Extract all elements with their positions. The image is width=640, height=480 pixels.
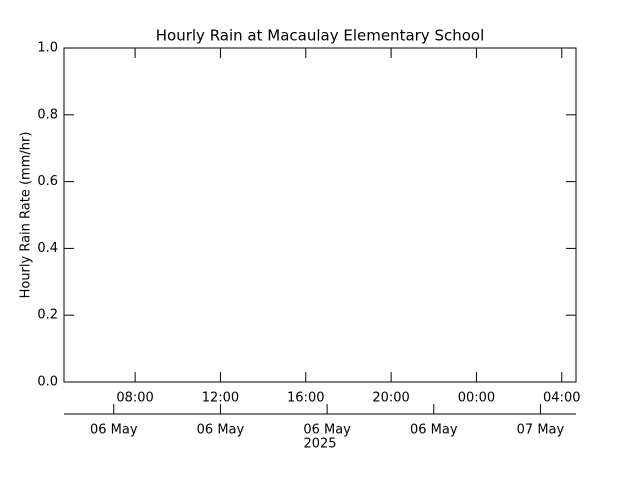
y-tick-label: 0.6 — [37, 174, 58, 189]
y-tick-label: 1.0 — [37, 41, 58, 56]
y-tick-label: 0.2 — [37, 308, 58, 323]
year-label: 2025 — [303, 437, 336, 452]
y-axis-label: Hourly Rain Rate (mm/hr) — [19, 132, 34, 299]
x-tick-label: 08:00 — [116, 391, 153, 406]
x-tick-label: 12:00 — [202, 391, 239, 406]
x-tick-label: 04:00 — [543, 391, 580, 406]
x-tick-label: 00:00 — [458, 391, 495, 406]
x-tick-label: 16:00 — [287, 391, 324, 406]
date-tick-label: 06 May — [90, 423, 138, 438]
chart-title: Hourly Rain at Macaulay Elementary Schoo… — [156, 27, 485, 45]
date-tick-label: 07 May — [517, 423, 565, 438]
y-tick-label: 0.8 — [37, 107, 58, 122]
y-tick-label: 0.0 — [37, 375, 58, 390]
date-tick-label: 06 May — [197, 423, 245, 438]
y-tick-label: 0.4 — [37, 241, 58, 256]
date-tick-label: 06 May — [303, 423, 351, 438]
x-tick-label: 20:00 — [372, 391, 409, 406]
date-tick-label: 06 May — [410, 423, 458, 438]
plot-frame — [63, 47, 577, 383]
